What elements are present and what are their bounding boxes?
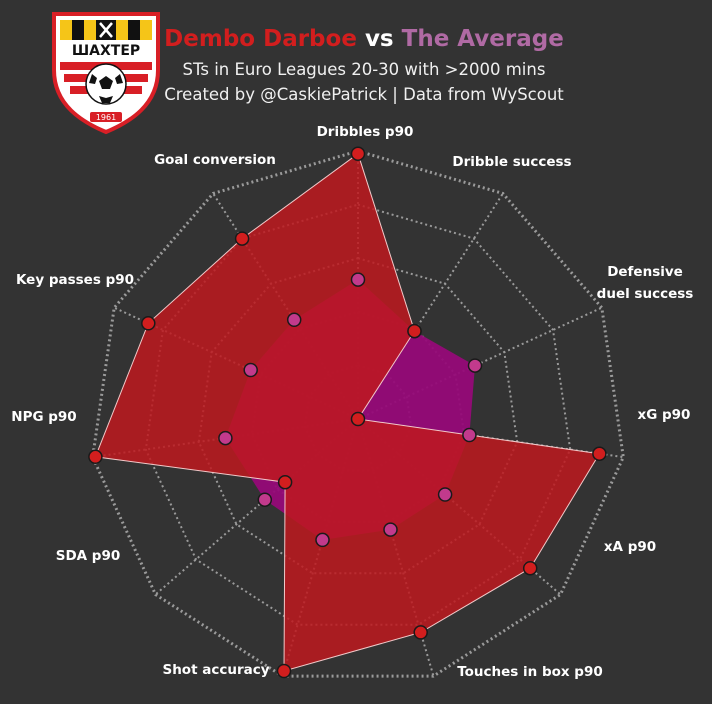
radar-series — [94, 152, 601, 672]
axis-labels: Dribbles p90 Dribble success Defensive duel… — [11, 124, 693, 680]
average-point — [218, 430, 233, 446]
axis-label: Touches in box p90 — [457, 664, 603, 680]
average-point — [243, 362, 258, 378]
player-point — [276, 663, 292, 679]
chart-credit: Created by @CaskiePatrick | Data from Wy… — [164, 85, 564, 104]
average-point — [286, 312, 302, 328]
player-point — [413, 625, 428, 640]
player-point — [141, 316, 156, 331]
axis-label: Defensive duel success — [597, 264, 694, 302]
football-icon — [85, 63, 127, 105]
player-point — [88, 449, 103, 465]
average-point — [257, 492, 273, 507]
grid-ring-5 — [91, 149, 625, 678]
radar-points — [88, 146, 607, 679]
club-logo: ШАХТЕР 1961 — [52, 12, 160, 135]
average-point — [467, 358, 483, 373]
series-area-player — [94, 152, 601, 672]
average-point — [462, 427, 477, 443]
axis-label: Goal conversion — [154, 152, 276, 168]
chart-subtitle: STs in Euro Leagues 20-30 with >2000 min… — [182, 60, 546, 79]
hammer-pick-icon — [99, 22, 113, 38]
player-name: Dembo Darboe — [164, 26, 357, 52]
average-point — [383, 522, 398, 537]
player-point — [407, 323, 422, 339]
average-point — [437, 487, 453, 502]
player-point — [277, 474, 293, 490]
axis-label: NPG p90 — [11, 409, 76, 425]
axis-label: xG p90 — [638, 407, 691, 423]
axis-label: Dribble success — [452, 154, 571, 170]
logo-name: ШАХТЕР — [72, 43, 140, 59]
player-point — [350, 411, 366, 427]
average-point — [315, 532, 330, 548]
average-point — [350, 272, 366, 287]
axis-label: Shot accuracy — [162, 662, 269, 678]
player-point — [522, 560, 538, 576]
axis-label: Key passes p90 — [16, 272, 134, 288]
axis-label: Dribbles p90 — [317, 124, 414, 140]
grid-ring-4 — [144, 203, 572, 626]
chart-title: Dembo Darboe vs The Average — [150, 26, 578, 52]
vs-label: vs — [364, 26, 394, 52]
comparison-name: The Average — [401, 26, 564, 52]
player-point — [234, 231, 250, 246]
axis-label: xA p90 — [604, 539, 656, 555]
player-point — [350, 146, 366, 161]
logo-year: 1961 — [96, 113, 116, 122]
axis-label: SDA p90 — [56, 548, 121, 564]
player-point — [592, 446, 607, 461]
